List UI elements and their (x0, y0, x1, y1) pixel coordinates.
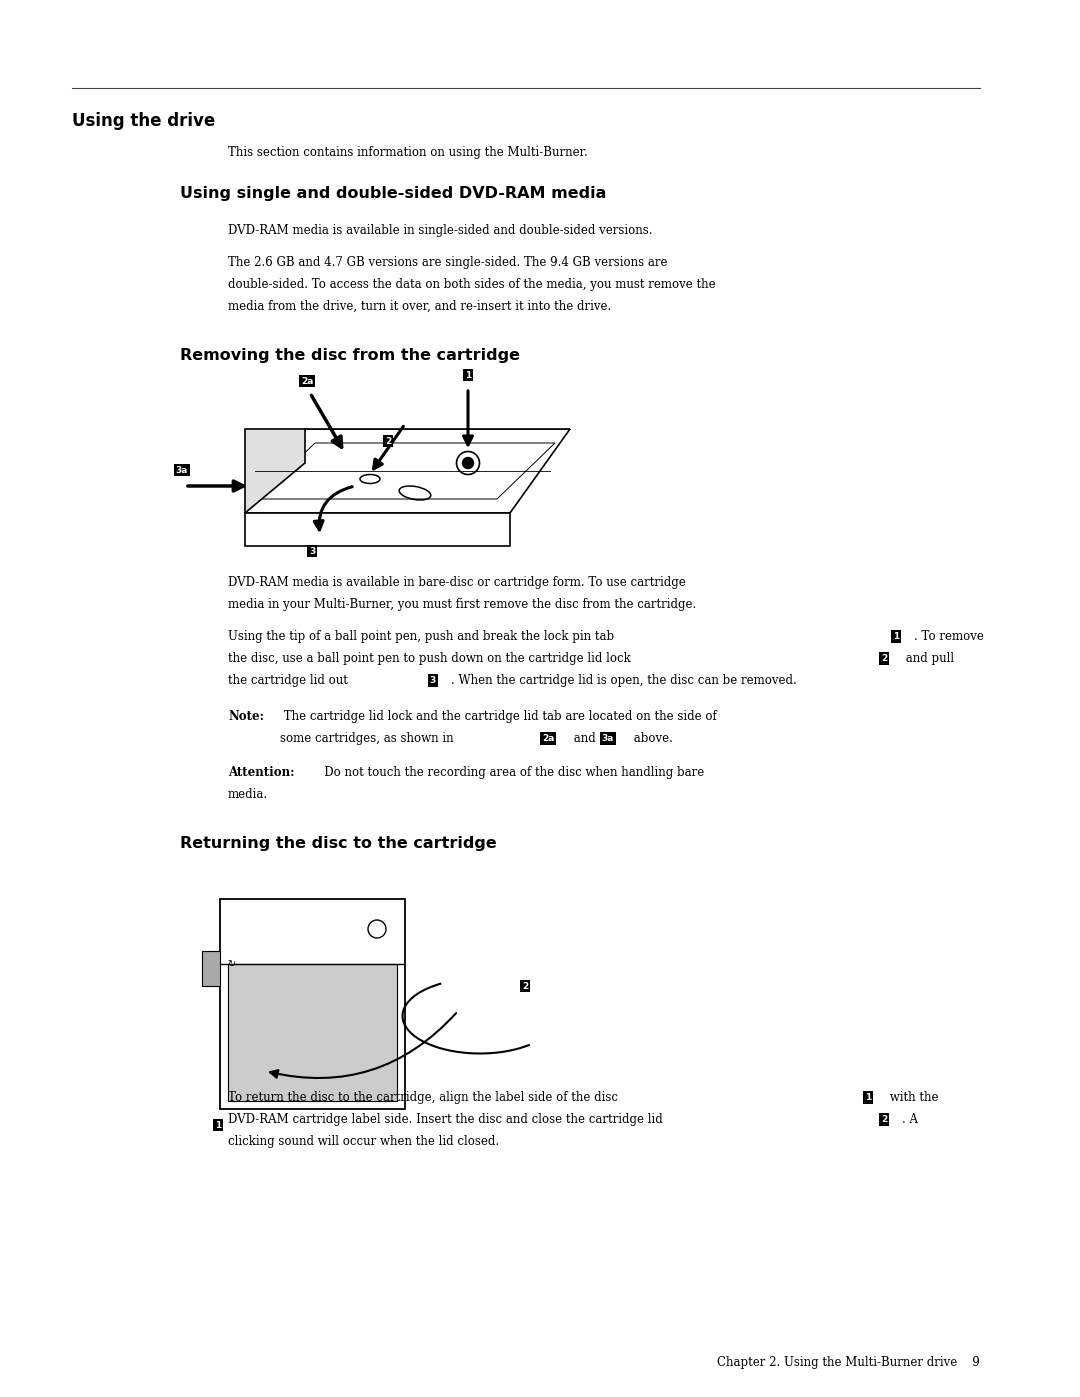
Text: Chapter 2. Using the Multi-Burner drive    9: Chapter 2. Using the Multi-Burner drive … (717, 1356, 980, 1369)
Text: DVD-RAM media is available in bare-disc or cartridge form. To use cartridge: DVD-RAM media is available in bare-disc … (228, 576, 686, 590)
Text: and: and (570, 732, 596, 745)
Text: To return the disc to the cartridge, align the label side of the disc: To return the disc to the cartridge, ali… (228, 1091, 618, 1104)
Text: Removing the disc from the cartridge: Removing the disc from the cartridge (180, 348, 519, 363)
Text: Using the drive: Using the drive (72, 112, 215, 130)
Text: media in your Multi-Burner, you must first remove the disc from the cartridge.: media in your Multi-Burner, you must fir… (228, 598, 697, 610)
Text: DVD-RAM cartridge label side. Insert the disc and close the cartridge lid: DVD-RAM cartridge label side. Insert the… (228, 1113, 663, 1126)
Text: double-sided. To access the data on both sides of the media, you must remove the: double-sided. To access the data on both… (228, 278, 716, 291)
Text: 2: 2 (522, 982, 528, 990)
Text: with the: with the (886, 1091, 939, 1104)
Text: 1: 1 (215, 1120, 221, 1130)
Text: This section contains information on using the Multi-Burner.: This section contains information on usi… (228, 147, 588, 159)
Text: 3a: 3a (602, 733, 615, 743)
Text: Attention:: Attention: (228, 766, 295, 780)
Text: the cartridge lid out: the cartridge lid out (228, 673, 348, 687)
Text: clicking sound will occur when the lid closed.: clicking sound will occur when the lid c… (228, 1134, 499, 1148)
Text: 1: 1 (893, 631, 900, 641)
Text: 1: 1 (464, 370, 471, 380)
Text: 3: 3 (430, 676, 436, 685)
Text: . When the cartridge lid is open, the disc can be removed.: . When the cartridge lid is open, the di… (451, 673, 797, 687)
Text: the disc, use a ball point pen to push down on the cartridge lid lock: the disc, use a ball point pen to push d… (228, 652, 631, 665)
Text: $\circlearrowright$: $\circlearrowright$ (227, 958, 238, 968)
Circle shape (457, 451, 480, 475)
Polygon shape (245, 429, 570, 513)
Text: Note:: Note: (228, 710, 264, 724)
Bar (202, 951, 220, 986)
Text: some cartridges, as shown in: some cartridges, as shown in (280, 732, 454, 745)
Bar (228, 964, 397, 1101)
Text: 2: 2 (881, 654, 887, 664)
Circle shape (462, 457, 473, 468)
Text: . To remove: . To remove (914, 630, 984, 643)
Text: and pull: and pull (902, 652, 954, 665)
Text: Do not touch the recording area of the disc when handling bare: Do not touch the recording area of the d… (313, 766, 704, 780)
Text: Using single and double-sided DVD-RAM media: Using single and double-sided DVD-RAM me… (180, 186, 606, 201)
Text: 3a: 3a (176, 465, 188, 475)
Text: The cartridge lid lock and the cartridge lid tab are located on the side of: The cartridge lid lock and the cartridge… (280, 710, 717, 724)
Text: 2a: 2a (542, 733, 554, 743)
Polygon shape (245, 429, 305, 513)
Text: . A: . A (902, 1113, 918, 1126)
Polygon shape (245, 513, 510, 546)
Text: 2: 2 (384, 436, 391, 446)
Text: The 2.6 GB and 4.7 GB versions are single-sided. The 9.4 GB versions are: The 2.6 GB and 4.7 GB versions are singl… (228, 256, 667, 270)
Text: 3: 3 (309, 546, 315, 556)
Text: Using the tip of a ball point pen, push and break the lock pin tab: Using the tip of a ball point pen, push … (228, 630, 615, 643)
Text: 2: 2 (881, 1115, 887, 1125)
Text: above.: above. (630, 732, 673, 745)
Text: media.: media. (228, 788, 268, 800)
Text: Returning the disc to the cartridge: Returning the disc to the cartridge (180, 835, 497, 851)
Text: DVD-RAM media is available in single-sided and double-sided versions.: DVD-RAM media is available in single-sid… (228, 224, 652, 237)
Bar (220, 900, 405, 1109)
Text: 1: 1 (865, 1092, 872, 1102)
Text: 2a: 2a (301, 377, 313, 386)
Text: media from the drive, turn it over, and re-insert it into the drive.: media from the drive, turn it over, and … (228, 300, 611, 313)
